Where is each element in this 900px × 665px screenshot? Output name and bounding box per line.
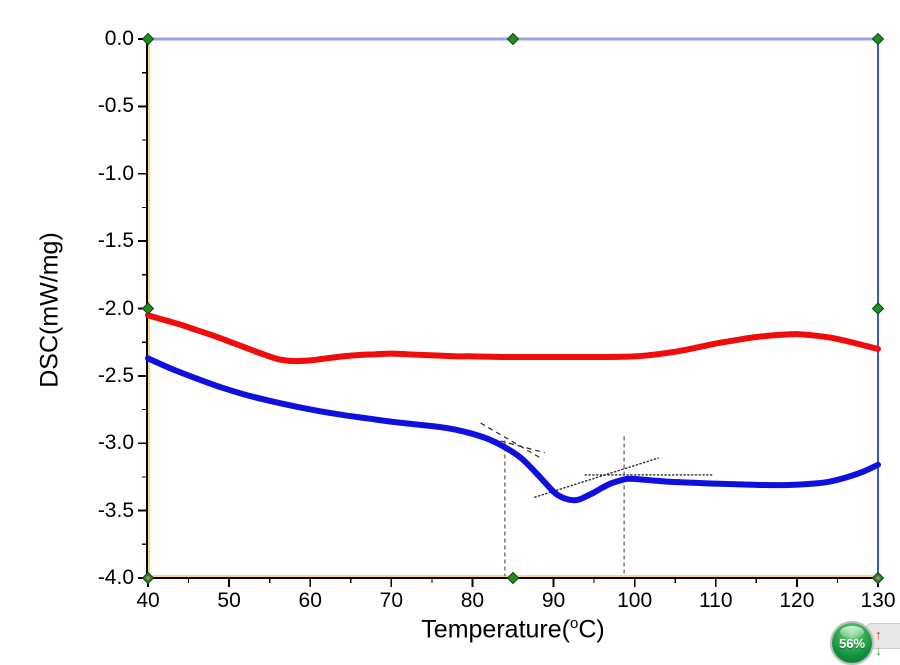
selection-handle-top-left[interactable] — [141, 32, 155, 46]
y-tick-label: -0.5 — [97, 94, 134, 118]
zoom-down-arrow-icon[interactable]: ↓ — [875, 643, 882, 658]
selection-handles[interactable] — [141, 32, 885, 585]
x-tick-label: 50 — [217, 589, 241, 612]
tangent-dotted-line — [534, 457, 659, 498]
y-tick-label: -3.5 — [97, 498, 134, 522]
x-tick-label: 70 — [379, 589, 404, 612]
x-tick-label: 130 — [860, 589, 896, 612]
degree-symbol: o — [569, 615, 579, 632]
y-tick-label: -3.0 — [97, 431, 134, 455]
zoom-level-value: 56% — [838, 635, 866, 651]
x-tick-label: 100 — [617, 589, 653, 612]
y-tick-label: -2.0 — [97, 296, 134, 320]
selection-handle-middle-left[interactable] — [141, 302, 155, 315]
selection-handle-top-center[interactable] — [506, 32, 520, 46]
y-tick-label: -1.0 — [97, 161, 134, 185]
red-dsc-curve[interactable] — [145, 312, 881, 365]
snap-marker — [876, 576, 880, 580]
x-tick-label: 110 — [699, 589, 733, 612]
x-axis-title[interactable]: Temperature(oC) — [421, 615, 604, 644]
selection-handle-bottom-center[interactable] — [506, 571, 520, 585]
selection-handle-top-right[interactable] — [871, 32, 885, 46]
x-tick-label: 80 — [460, 589, 485, 612]
x-axis-title-prefix: Temperature( — [421, 615, 570, 644]
zoom-level-badge[interactable]: 56% — [832, 623, 872, 663]
data-curves[interactable] — [145, 312, 881, 504]
y-tick-label: -1.5 — [97, 229, 134, 253]
layer-frame — [146, 37, 879, 579]
x-tick-label: 40 — [136, 589, 160, 612]
x-tick-label: 90 — [541, 589, 566, 612]
selection-handle-middle-right[interactable] — [871, 302, 885, 315]
snap-marker — [146, 576, 150, 580]
blue-dsc-curve[interactable] — [145, 355, 881, 504]
x-tick-label: 120 — [779, 589, 815, 612]
zoom-up-arrow-icon[interactable]: ↑ — [875, 627, 882, 642]
y-tick-label: 0.0 — [104, 27, 134, 50]
x-tick-label: 60 — [298, 589, 322, 612]
tangent-dashed-line — [480, 422, 544, 460]
y-axis-title[interactable]: DSC(mW/mg) — [35, 232, 64, 388]
y-tick-label: -2.5 — [97, 363, 134, 387]
y-tick-label: -4.0 — [97, 566, 134, 589]
axis-ticks — [138, 38, 879, 587]
x-axis-title-suffix: C) — [578, 615, 605, 644]
